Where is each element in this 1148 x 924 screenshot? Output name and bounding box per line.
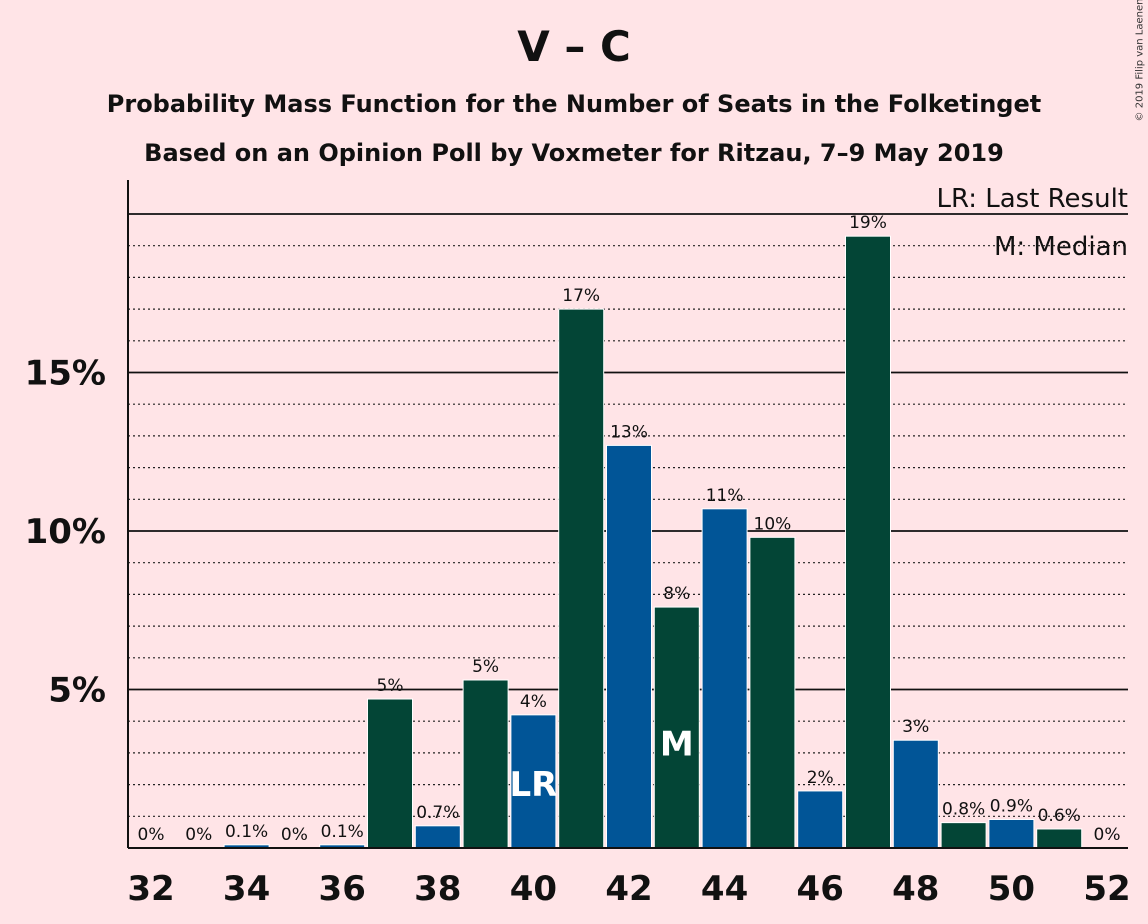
bar-seat-44 — [701, 508, 748, 849]
y-tick-label: 10% — [25, 512, 106, 552]
x-tick-label: 46 — [797, 869, 844, 909]
bar-seat-51 — [1036, 828, 1083, 849]
data-label-32: 0% — [138, 825, 165, 845]
data-label-48: 3% — [902, 717, 929, 737]
last-result-marker: LR — [509, 765, 557, 805]
bar-seat-39 — [462, 679, 509, 849]
data-label-43: 8% — [663, 584, 690, 604]
data-label-36: 0.1% — [321, 822, 364, 842]
x-tick-label: 40 — [510, 869, 557, 909]
data-label-44: 11% — [706, 486, 744, 506]
bar-seat-49 — [940, 822, 987, 849]
data-label-42: 13% — [610, 422, 648, 442]
data-label-37: 5% — [377, 676, 404, 696]
x-tick-label: 52 — [1083, 869, 1130, 909]
data-label-41: 17% — [562, 286, 600, 306]
bar-seat-45 — [749, 536, 796, 849]
chart-title: V – C — [517, 22, 631, 71]
data-label-33: 0% — [185, 825, 212, 845]
bar-seat-41 — [558, 308, 605, 849]
data-label-35: 0% — [281, 825, 308, 845]
bar-seat-46 — [797, 790, 844, 849]
bar-seat-42 — [606, 444, 652, 849]
x-tick-label: 50 — [988, 869, 1035, 909]
y-tick-label: 15% — [25, 354, 106, 394]
x-tick-label: 32 — [127, 869, 174, 909]
bar-seat-40 — [510, 714, 557, 849]
x-tick-label: 38 — [414, 869, 461, 909]
data-label-46: 2% — [807, 768, 834, 788]
y-tick-label: 5% — [48, 671, 106, 711]
median-marker: M — [660, 724, 694, 764]
bar-seat-43 — [653, 606, 700, 849]
data-label-50: 0.9% — [990, 796, 1033, 816]
x-tick-label: 42 — [605, 869, 652, 909]
data-label-39: 5% — [472, 657, 499, 677]
data-label-49: 0.8% — [942, 800, 985, 820]
chart-subtitle: Probability Mass Function for the Number… — [106, 90, 1042, 118]
x-tick-label: 48 — [892, 869, 939, 909]
chart-subtitle-2: Based on an Opinion Poll by Voxmeter for… — [144, 139, 1004, 167]
legend-median: M: Median — [993, 232, 1128, 262]
bar-seat-38 — [414, 825, 461, 849]
bar-seat-50 — [988, 818, 1035, 849]
data-label-52: 0% — [1094, 825, 1121, 845]
x-tick-label: 44 — [701, 869, 748, 909]
data-label-40: 4% — [520, 692, 547, 712]
bar-seat-48 — [892, 739, 939, 849]
x-tick-label: 34 — [223, 869, 270, 909]
data-label-34: 0.1% — [225, 822, 268, 842]
bar-seat-47 — [845, 235, 891, 849]
legend-last-result: LR: Last Result — [936, 184, 1128, 214]
bar-seat-37 — [367, 698, 413, 849]
data-label-45: 10% — [754, 514, 792, 534]
data-label-38: 0.7% — [416, 803, 459, 823]
data-label-51: 0.6% — [1038, 806, 1081, 826]
data-label-47: 19% — [849, 213, 887, 233]
x-tick-label: 36 — [319, 869, 366, 909]
